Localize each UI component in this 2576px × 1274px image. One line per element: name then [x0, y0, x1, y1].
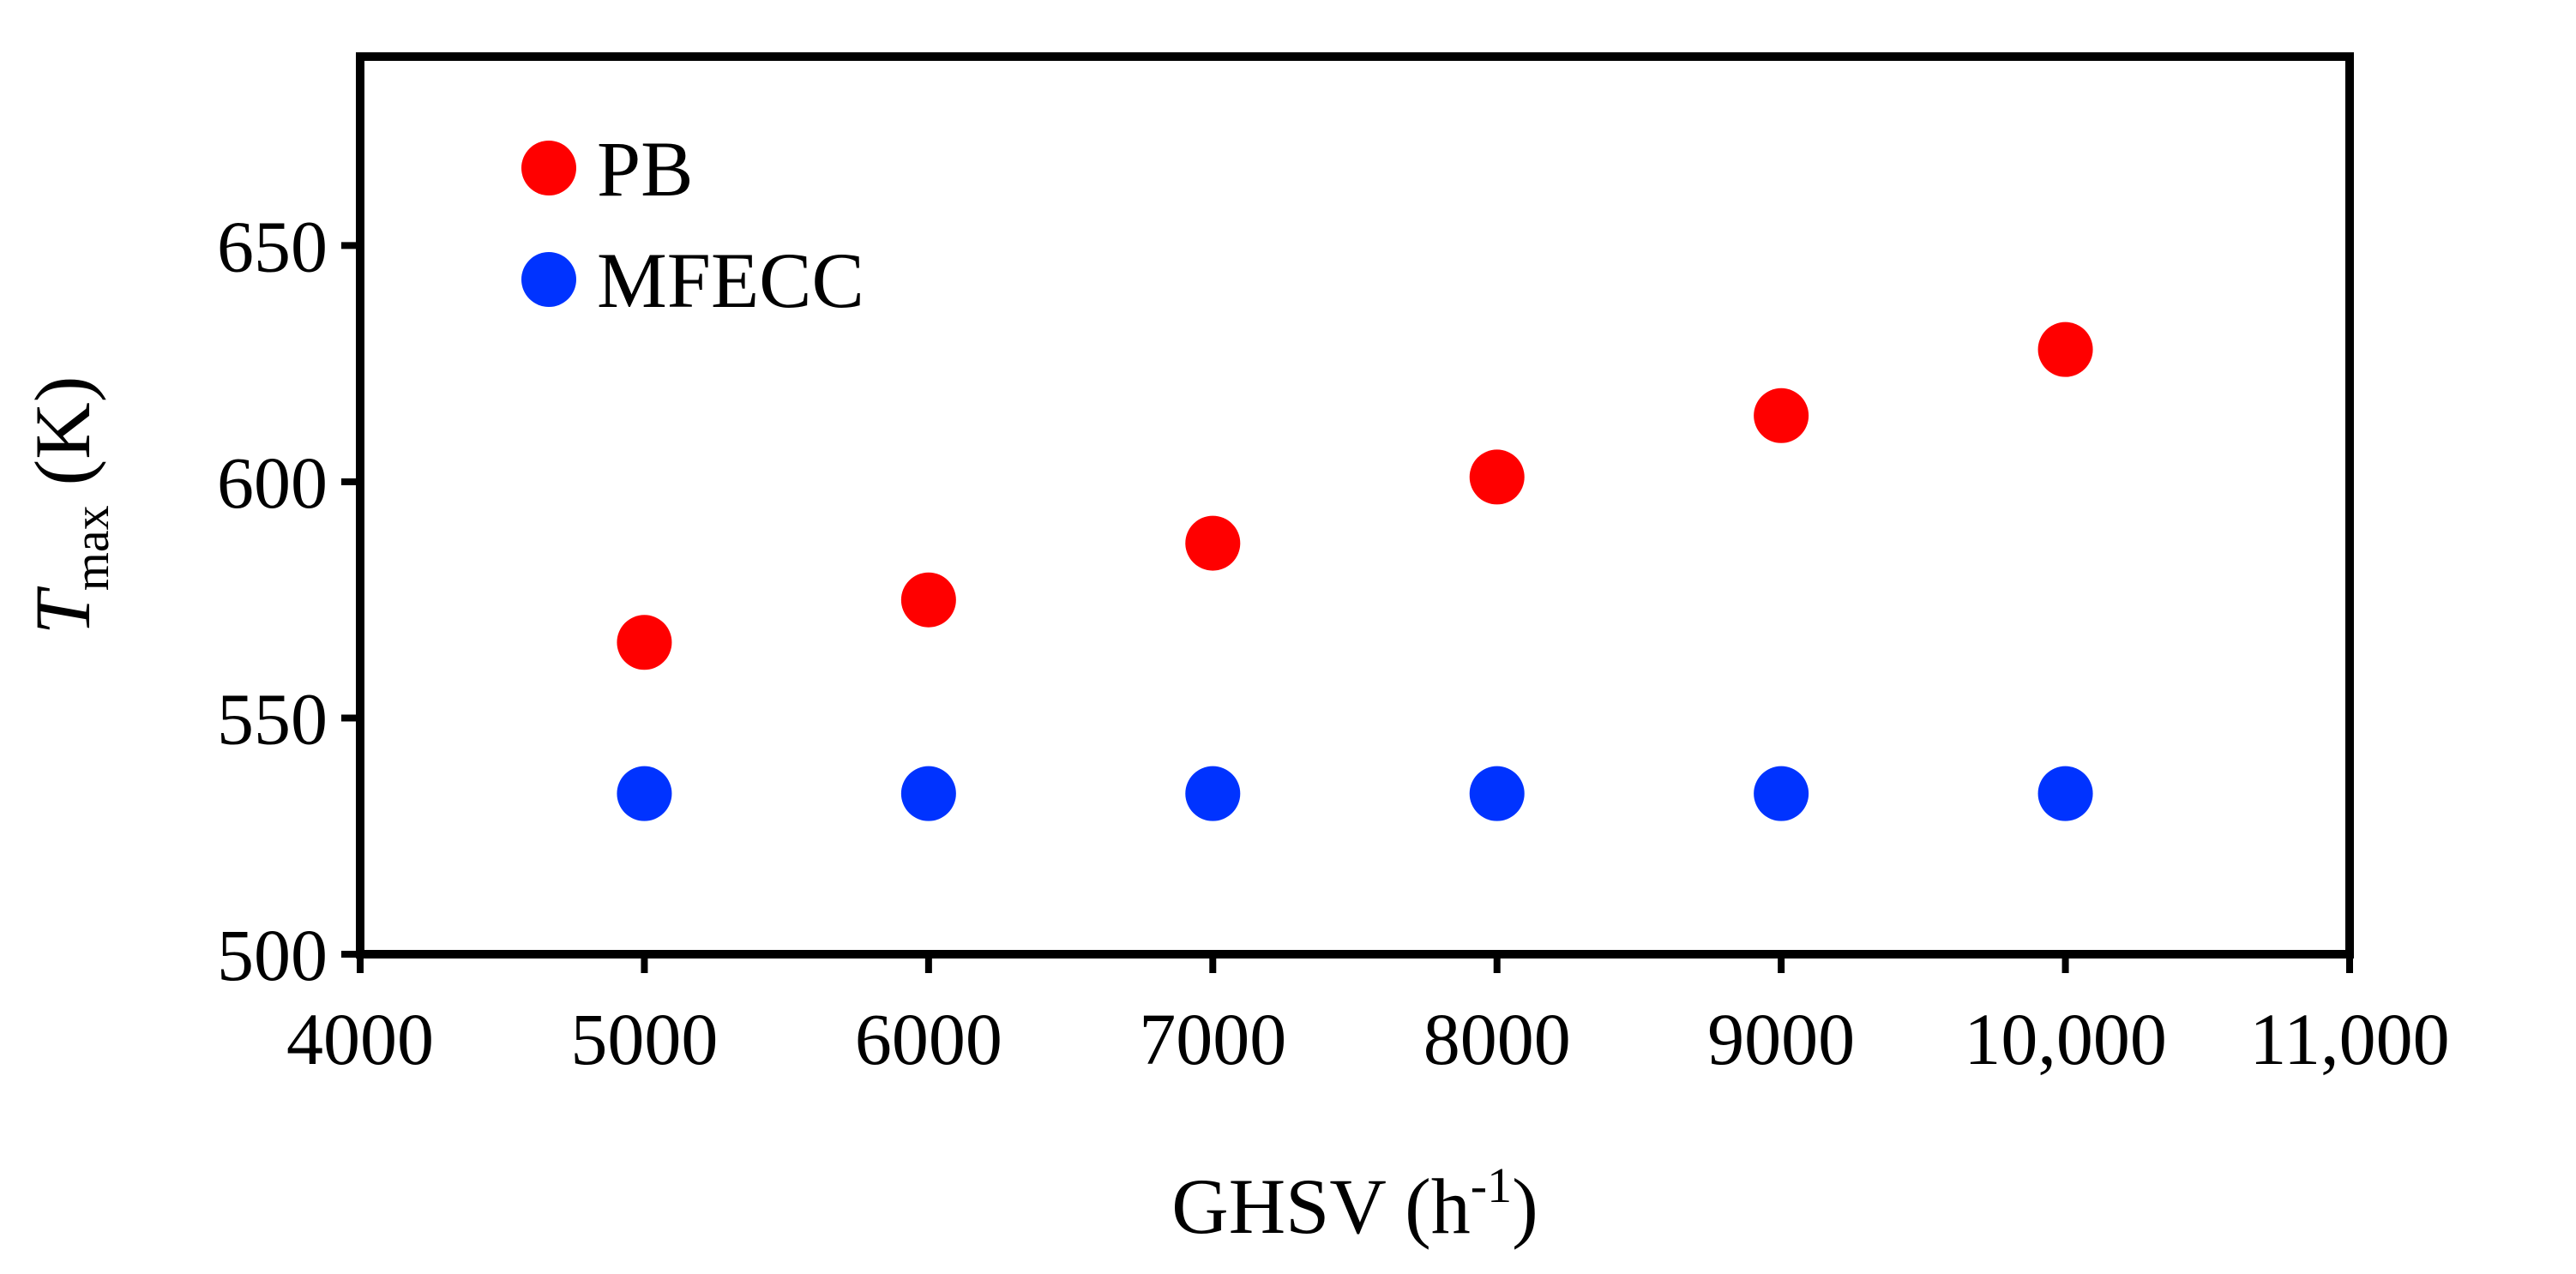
x-axis-title-close: ) — [1512, 1163, 1538, 1250]
legend: PB MFECC — [521, 125, 864, 324]
data-point-pb — [617, 615, 672, 670]
legend-marker-pb — [521, 141, 576, 195]
data-point-pb — [1754, 388, 1809, 443]
x-tick-label: 5000 — [570, 998, 718, 1080]
data-point-mfecc — [617, 766, 672, 821]
x-tick-label: 10,000 — [1964, 998, 2167, 1080]
data-point-mfecc — [1469, 766, 1525, 821]
y-axis-title: Tmax (K) — [19, 376, 119, 635]
x-tick-label: 11,000 — [2249, 998, 2449, 1080]
data-point-mfecc — [2037, 766, 2093, 821]
data-point-pb — [1469, 449, 1525, 505]
x-axis-ticks: 4000 5000 6000 7000 8000 9000 10,000 11,000 — [286, 954, 2450, 1080]
y-tick-label: 600 — [217, 442, 328, 524]
y-axis-title-unit: (K) — [19, 376, 106, 506]
x-axis-title-superscript: -1 — [1471, 1157, 1512, 1213]
y-axis-ticks: 500 550 600 650 — [217, 205, 360, 996]
x-tick-label: 7000 — [1139, 998, 1286, 1080]
y-tick-label: 500 — [217, 914, 328, 996]
data-point-pb — [2037, 322, 2093, 377]
legend-label-pb: PB — [597, 125, 694, 213]
legend-label-mfecc: MFECC — [597, 237, 864, 324]
data-point-mfecc — [900, 766, 956, 821]
x-tick-label: 8000 — [1423, 998, 1571, 1080]
x-tick-label: 6000 — [855, 998, 1002, 1080]
data-point-mfecc — [1185, 766, 1241, 821]
data-point-pb — [1185, 515, 1241, 571]
legend-marker-mfecc — [521, 252, 576, 307]
x-axis-title: GHSV (h-1) — [1171, 1157, 1538, 1250]
plot-frame — [356, 52, 2354, 959]
x-tick-label: 4000 — [286, 998, 434, 1080]
y-tick-label: 650 — [217, 205, 328, 287]
x-axis-title-text: GHSV (h — [1171, 1163, 1470, 1250]
data-points — [617, 322, 2093, 821]
data-point-pb — [900, 572, 956, 628]
y-axis-title-subscript: max — [63, 505, 119, 591]
y-tick-label: 550 — [217, 677, 328, 760]
x-tick-label: 9000 — [1707, 998, 1855, 1080]
data-point-mfecc — [1754, 766, 1809, 821]
y-axis-title-symbol: T — [19, 586, 106, 634]
